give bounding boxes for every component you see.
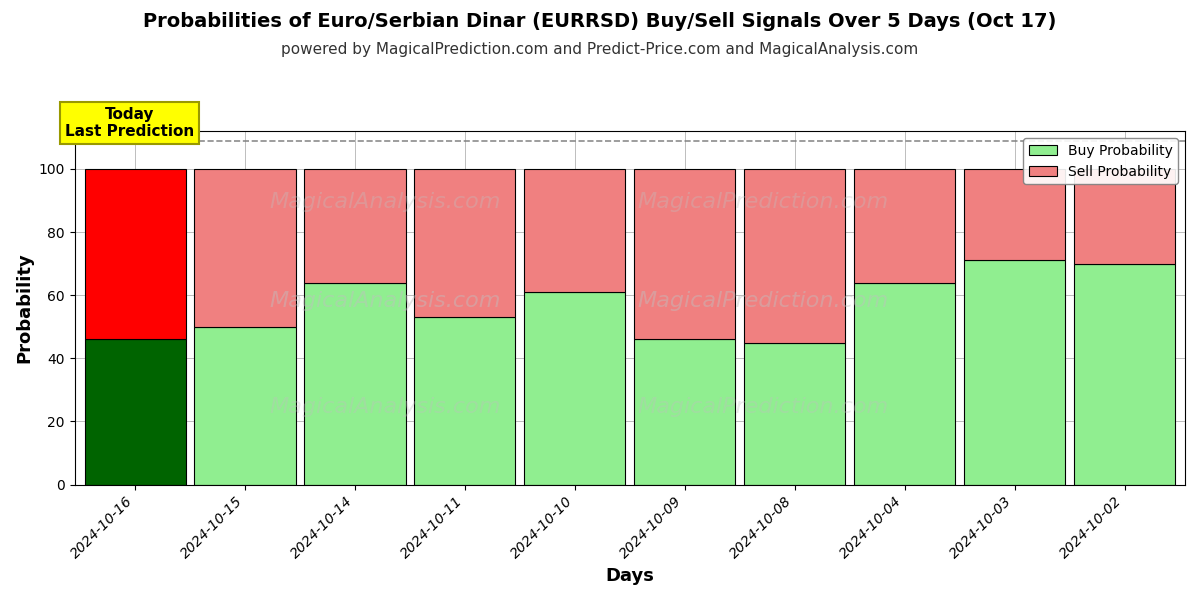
Text: MagicalAnalysis.com: MagicalAnalysis.com [270,291,502,311]
Bar [305,283,406,485]
Bar [964,169,1066,260]
Bar [524,169,625,292]
Bar [744,343,845,485]
Bar [84,169,186,340]
Text: MagicalPrediction.com: MagicalPrediction.com [637,397,889,417]
Bar [414,169,516,317]
Bar [744,169,845,343]
Bar [964,260,1066,485]
Text: MagicalAnalysis.com: MagicalAnalysis.com [270,192,502,212]
Text: Probabilities of Euro/Serbian Dinar (EURRSD) Buy/Sell Signals Over 5 Days (Oct 1: Probabilities of Euro/Serbian Dinar (EUR… [143,12,1057,31]
Bar [854,169,955,283]
Text: powered by MagicalPrediction.com and Predict-Price.com and MagicalAnalysis.com: powered by MagicalPrediction.com and Pre… [281,42,919,57]
Bar [1074,169,1175,263]
Bar [194,169,295,327]
Text: MagicalPrediction.com: MagicalPrediction.com [637,291,889,311]
Text: MagicalAnalysis.com: MagicalAnalysis.com [270,397,502,417]
Text: Today
Last Prediction: Today Last Prediction [65,107,194,139]
Bar [635,169,736,340]
Bar [305,169,406,283]
Bar [524,292,625,485]
Legend: Buy Probability, Sell Probability: Buy Probability, Sell Probability [1024,138,1178,184]
Bar [84,340,186,485]
Bar [414,317,516,485]
Bar [854,283,955,485]
Bar [194,327,295,485]
Bar [635,340,736,485]
X-axis label: Days: Days [605,567,654,585]
Text: MagicalPrediction.com: MagicalPrediction.com [637,192,889,212]
Bar [1074,263,1175,485]
Y-axis label: Probability: Probability [16,253,34,363]
